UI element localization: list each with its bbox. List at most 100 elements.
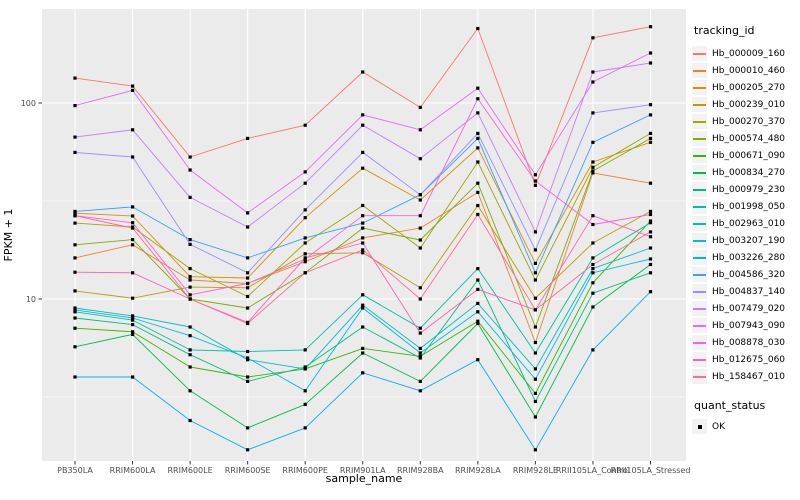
data-point [73,306,77,310]
data-point [246,379,250,383]
legend-key [692,131,707,146]
data-point [361,251,365,255]
legend-key [692,284,707,299]
data-point [476,131,480,135]
legend-item-label: Hb_007479_020 [712,303,786,314]
data-point [131,205,135,209]
legend-key [692,335,707,350]
data-point [73,316,77,320]
data-point [73,375,77,379]
data-point [533,183,537,187]
data-point [361,70,365,74]
data-point [131,221,135,225]
data-point [476,212,480,217]
data-point [533,351,537,355]
x-tick-label: RRIM928LE [513,466,558,475]
data-point [73,104,77,108]
legend-swatch-line [693,120,706,123]
data-point [418,297,422,301]
legend-swatch-line [693,341,706,344]
data-point [648,230,653,234]
data-point [648,257,653,261]
legend-key [692,114,707,129]
data-point [131,318,135,322]
data-point [246,136,250,140]
data-point [246,256,250,260]
data-point [533,448,537,452]
legend-swatch-line [693,290,706,293]
data-point [648,209,653,213]
data-point [533,340,537,345]
data-point [303,181,307,185]
legend-item-label: Hb_000270_370 [712,116,786,127]
legend-item-label: Hb_000834_270 [712,167,786,178]
data-point [361,236,365,240]
data-point [131,214,135,218]
data-point [476,86,480,90]
data-point [591,305,595,309]
data-point [246,211,250,215]
data-point [303,348,307,352]
legend-item-label: Hb_000010_460 [712,65,786,76]
x-tick-label: RRIM600LE [168,466,213,475]
data-point [361,241,365,245]
legend-swatch-line [693,52,706,55]
x-tick-label: RRIM901LA [340,466,386,475]
data-point [361,293,365,297]
legend-item-label: Hb_000574_480 [712,133,786,144]
legend-swatch-line [693,86,706,89]
data-point [188,242,192,246]
data-point [648,25,653,29]
legend-swatch-line [693,205,706,208]
data-point [361,351,365,355]
data-point [361,113,365,117]
data-point [648,136,653,140]
legend-item-label: Hb_004586_320 [712,269,786,280]
panel-background [42,9,686,461]
legend-swatch-line [693,239,706,242]
data-point [246,448,250,452]
data-point [418,238,422,242]
data-point [303,260,307,264]
data-point [361,248,365,252]
quant-status-title: quant_status [694,399,766,412]
data-point [476,267,480,271]
legend-item-label: Hb_007943_090 [712,320,786,331]
data-point [303,367,307,371]
data-point [648,181,653,185]
data-point [476,203,480,208]
data-point [303,426,307,430]
legend-item: Hb_000010_460 [692,62,798,79]
data-point [476,136,480,140]
data-point [361,303,365,307]
legend-item: Hb_000270_370 [692,113,798,130]
legend-item: Hb_008878_030 [692,334,798,351]
x-axis-title: sample_name [325,472,403,485]
data-point [73,270,77,274]
data-point [591,140,595,144]
data-point [188,325,192,329]
y-tick-label: 10 [26,295,36,304]
data-point [131,238,135,242]
legend-item-label: Hb_001998_050 [712,201,786,212]
legend-item-label: Hb_004837_140 [712,286,786,297]
data-point [303,252,307,256]
data-point [591,169,595,173]
data-point [303,271,307,275]
quant-status-key [692,419,707,434]
data-point [188,278,192,282]
legend-item: Hb_003226_280 [692,249,798,266]
data-point [246,281,250,286]
data-point [361,371,365,375]
legend-key [692,199,707,214]
data-point [418,379,422,383]
data-point [476,319,480,323]
data-point [591,70,595,74]
data-point [418,351,422,355]
legend-item: Hb_007943_090 [692,317,798,334]
legend-key [692,165,707,180]
legend-item-label: Hb_000671_090 [712,150,786,161]
data-point [73,308,77,312]
legend-item: Hb_012675_060 [692,351,798,368]
